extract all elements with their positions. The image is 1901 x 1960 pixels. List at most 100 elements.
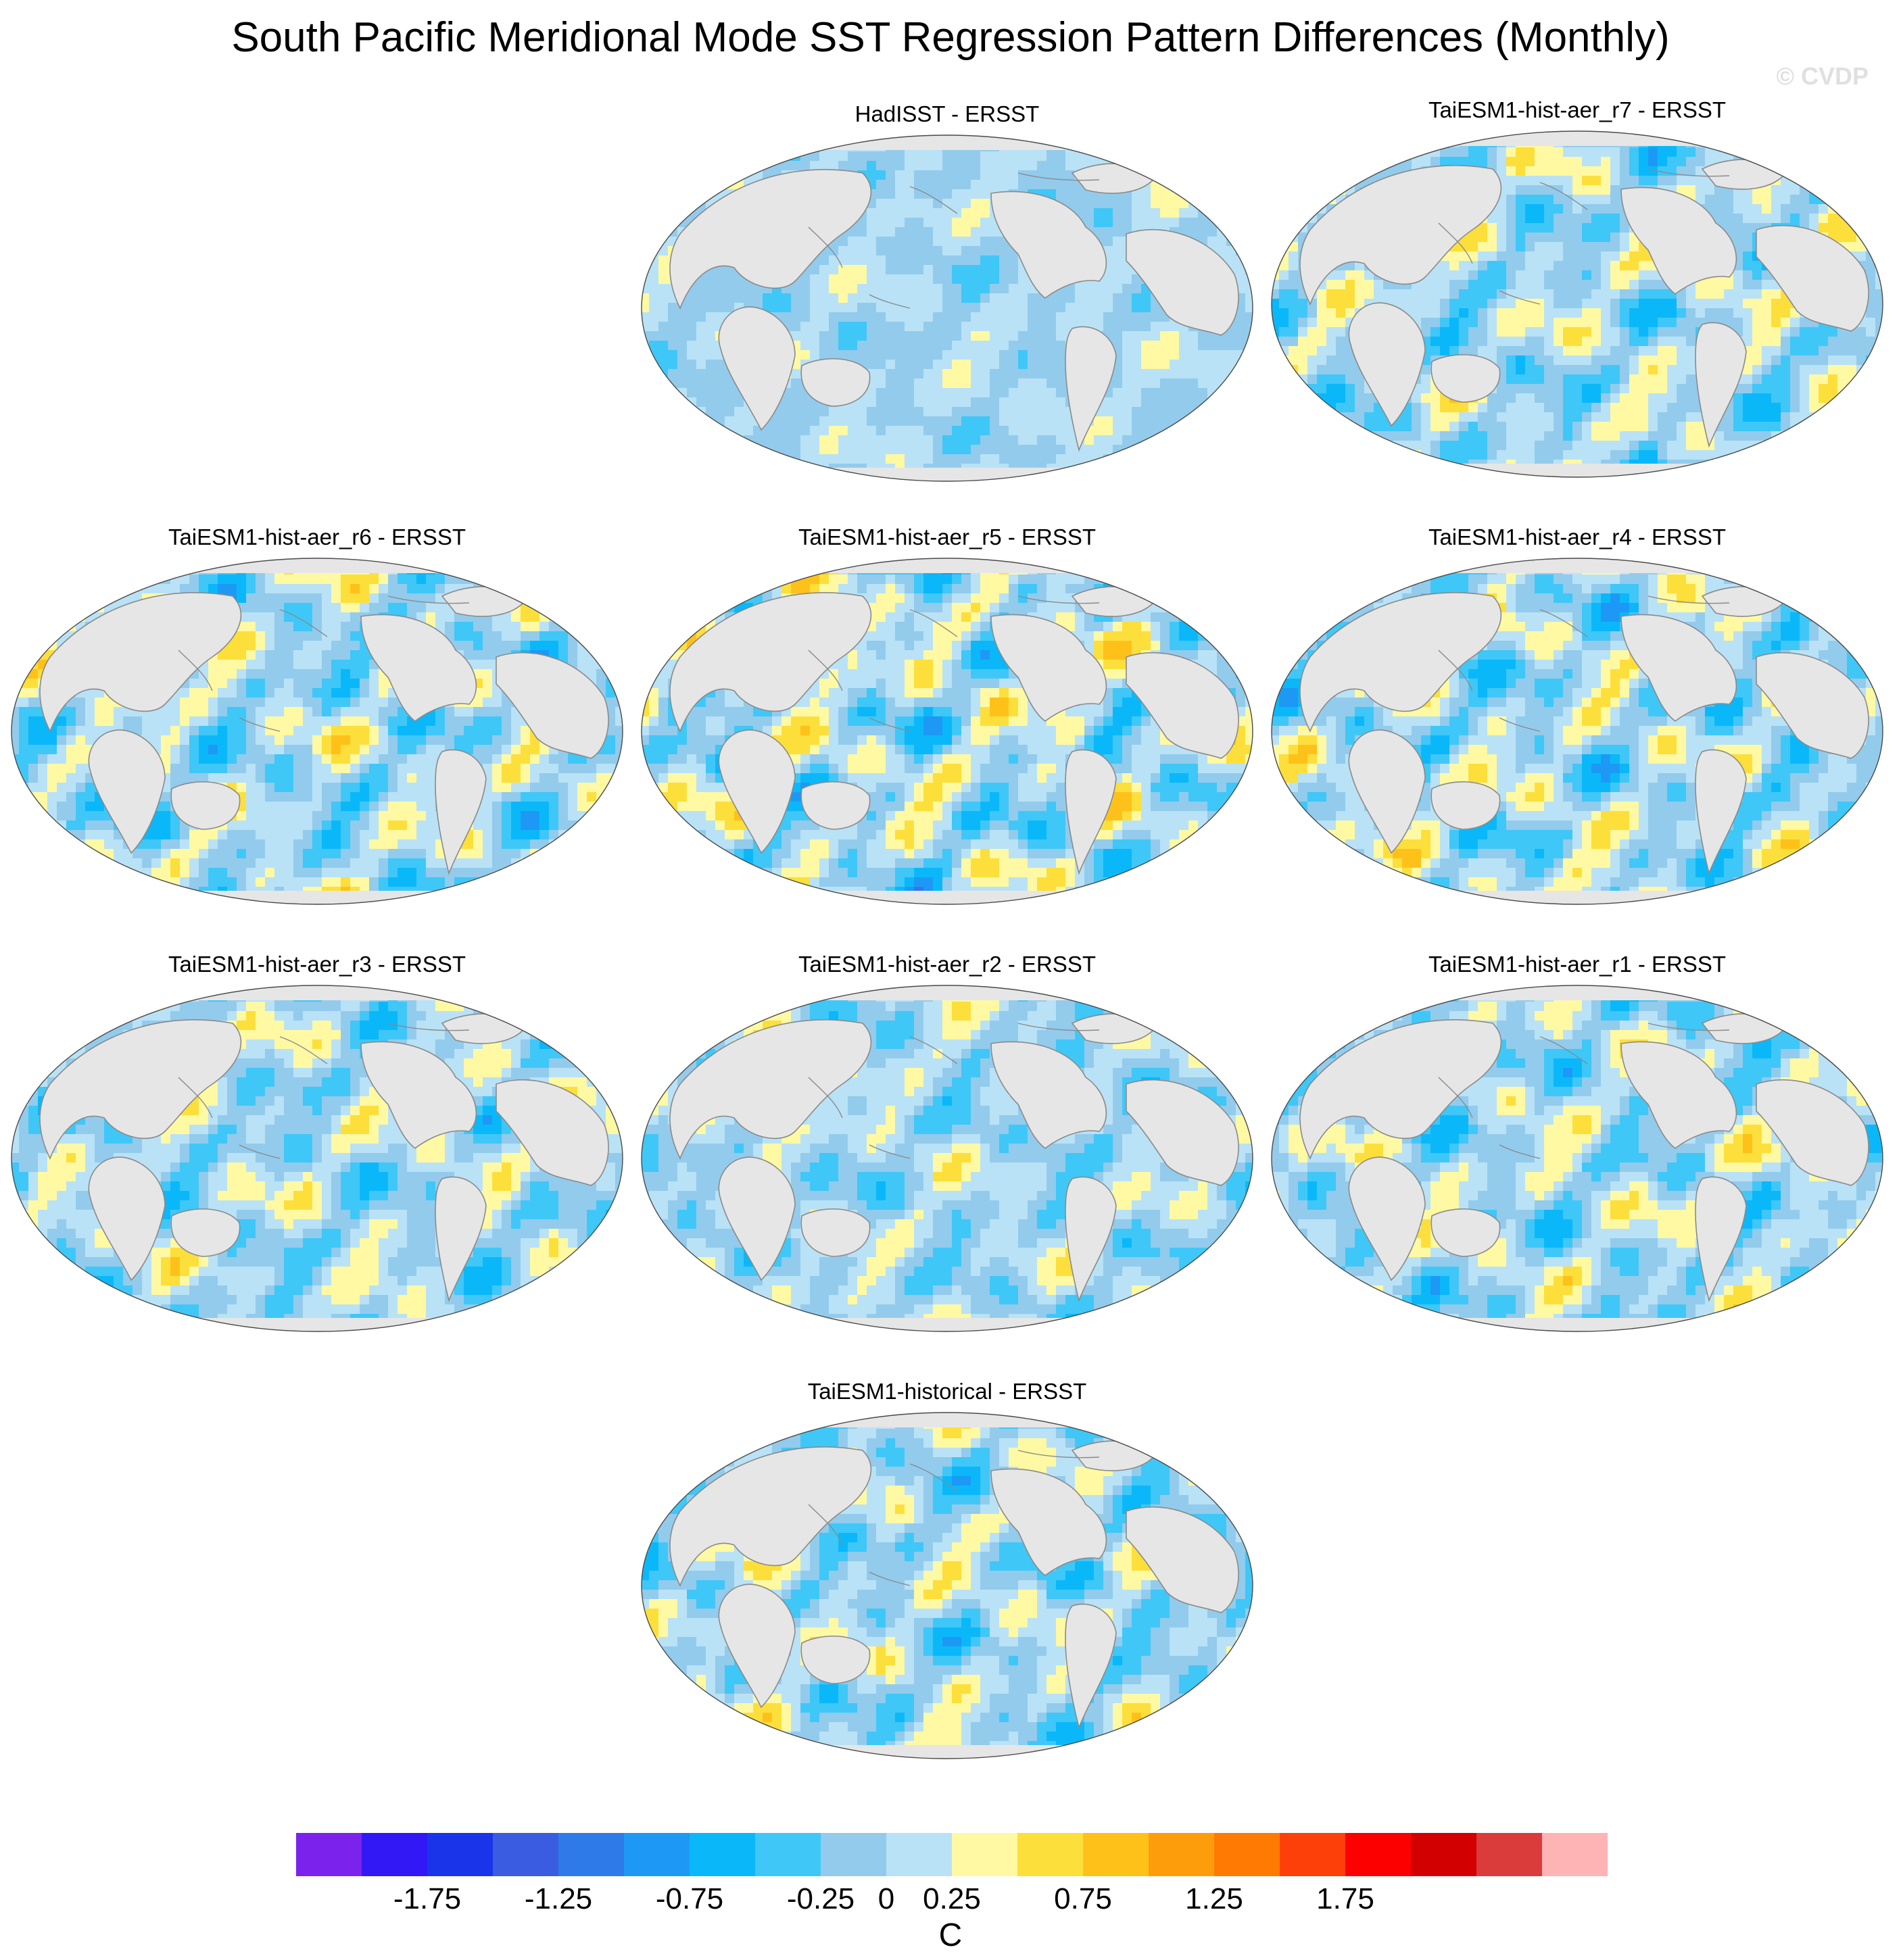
sst-cell	[1677, 384, 1687, 394]
sst-cell	[715, 483, 725, 484]
sst-cell	[1188, 180, 1199, 190]
sst-cell	[1151, 378, 1161, 389]
sst-cell	[1544, 299, 1554, 309]
sst-cell	[990, 388, 1000, 398]
sst-cell	[1317, 412, 1327, 422]
sst-cell	[1355, 374, 1365, 385]
sst-cell	[1336, 346, 1346, 356]
sst-cell	[990, 426, 1000, 436]
sst-cell	[1298, 138, 1308, 148]
sst-cell	[1207, 369, 1218, 379]
sst-cell	[1620, 384, 1630, 394]
sst-cell	[1856, 157, 1867, 167]
sst-cell	[1393, 479, 1403, 480]
sst-cell	[1572, 280, 1583, 290]
sst-cell	[857, 246, 867, 256]
sst-cell	[942, 180, 953, 190]
sst-cell	[1046, 331, 1057, 341]
sst-cell	[687, 293, 697, 303]
sst-cell	[1705, 280, 1715, 290]
sst-cell	[1686, 479, 1696, 480]
sst-cell	[649, 208, 659, 218]
sst-cell	[658, 360, 669, 370]
sst-cell	[1601, 261, 1611, 271]
sst-cell	[1554, 384, 1564, 394]
sst-cell	[1516, 147, 1526, 157]
sst-cell	[1525, 450, 1535, 460]
sst-cell	[1714, 131, 1725, 139]
coastline	[808, 226, 843, 268]
sst-cell	[1724, 479, 1734, 480]
sst-cell	[1449, 318, 1460, 328]
sst-cell	[1667, 166, 1677, 176]
sst-cell	[1430, 318, 1441, 328]
sst-cell	[1355, 469, 1365, 477]
sst-cell	[867, 255, 877, 266]
sst-cell	[1497, 356, 1507, 366]
sst-cell	[867, 407, 877, 417]
sst-cell	[1582, 157, 1592, 167]
sst-cell	[1677, 147, 1687, 157]
sst-cell	[961, 303, 971, 313]
sst-cell	[1856, 131, 1867, 139]
sst-cell	[1875, 308, 1883, 318]
sst-cell	[1307, 308, 1318, 318]
sst-cell	[1317, 356, 1327, 366]
sst-cell	[1478, 412, 1488, 422]
sst-cell	[1065, 284, 1076, 294]
sst-cell	[1440, 270, 1450, 280]
sst-cell	[725, 407, 735, 417]
sst-cell	[1160, 388, 1170, 398]
sst-cell	[1591, 176, 1602, 186]
sst-cell	[1762, 403, 1772, 413]
sst-cell	[1582, 270, 1592, 280]
sst-cell	[1028, 341, 1038, 351]
sst-cell	[1554, 261, 1564, 271]
sst-cell	[1009, 180, 1019, 190]
sst-cell	[781, 407, 792, 417]
sst-cell	[914, 208, 924, 218]
sst-cell	[1714, 469, 1725, 477]
sst-cell	[696, 435, 706, 445]
sst-cell	[1733, 318, 1743, 328]
sst-cell	[1554, 374, 1564, 385]
land-mass	[1299, 165, 1502, 305]
sst-cell	[999, 274, 1009, 285]
sst-cell	[1695, 450, 1706, 460]
sst-cell	[1307, 138, 1318, 148]
sst-cell	[1847, 431, 1857, 441]
sst-cell	[952, 341, 962, 351]
sst-cell	[980, 255, 990, 266]
sst-cell	[1610, 251, 1620, 262]
sst-cell	[1141, 142, 1151, 152]
sst-cell	[914, 303, 924, 313]
sst-cell	[1563, 441, 1573, 451]
sst-cell	[1800, 195, 1810, 205]
sst-cell	[1667, 384, 1677, 394]
sst-cell	[1809, 131, 1819, 139]
sst-cell	[1828, 356, 1838, 366]
sst-cell	[1113, 274, 1123, 285]
sst-cell	[971, 303, 981, 313]
sst-cell	[923, 189, 934, 199]
sst-cell	[1279, 441, 1289, 451]
sst-cell	[1629, 479, 1639, 480]
sst-cell	[1809, 365, 1819, 375]
sst-cell	[1326, 138, 1337, 148]
sst-cell	[772, 435, 782, 445]
sst-cell	[1686, 166, 1696, 176]
sst-cell	[1639, 384, 1649, 394]
sst-cell	[1847, 469, 1857, 477]
sst-cell	[829, 135, 839, 143]
sst-cell	[886, 161, 896, 171]
sst-cell	[791, 369, 801, 379]
sst-cell	[734, 135, 744, 143]
sst-cell	[1345, 166, 1355, 176]
sst-cell	[1317, 384, 1327, 394]
sst-cell	[1828, 469, 1838, 477]
sst-cell	[1226, 350, 1236, 360]
coastline	[1017, 172, 1100, 181]
sst-cell	[905, 369, 915, 379]
sst-cell	[1113, 483, 1123, 484]
sst-cell	[1837, 223, 1848, 233]
